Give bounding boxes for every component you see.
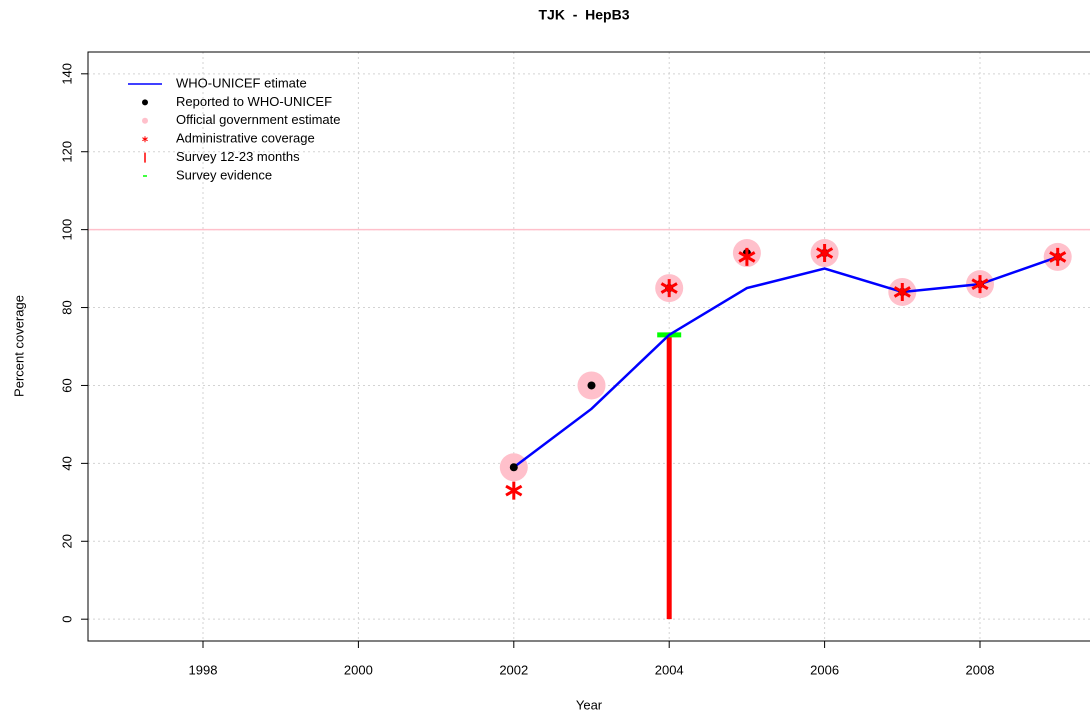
admin-star — [738, 247, 756, 266]
x-tick-label: 2008 — [966, 662, 995, 677]
legend-label: Administrative coverage — [176, 131, 315, 146]
estimate-line — [513, 255, 1059, 469]
reported-dot — [509, 463, 518, 472]
legend-label: WHO-UNICEF etimate — [176, 75, 307, 90]
x-axis-label: Year — [576, 697, 603, 712]
legend-symbol — [142, 136, 148, 143]
legend-label: Official government estimate — [176, 112, 341, 127]
reported-dot — [587, 381, 596, 390]
x-tick-label: 2002 — [499, 662, 528, 677]
x-tick-label: 2000 — [344, 662, 373, 677]
admin-star — [816, 244, 834, 263]
admin-star — [660, 279, 678, 298]
y-tick-label: 60 — [59, 378, 74, 392]
x-tick-label: 1998 — [189, 662, 218, 677]
plot-frame — [87, 51, 1090, 642]
plot-area — [499, 239, 1072, 620]
x-tick-label: 2004 — [655, 662, 684, 677]
y-axis-label: Percent coverage — [11, 295, 26, 397]
legend-label: Survey evidence — [176, 167, 272, 182]
legend-label: Reported to WHO-UNICEF — [176, 94, 332, 109]
chart-title: TJK - HepB3 — [538, 7, 629, 23]
legend-symbol — [142, 117, 148, 124]
legend-symbol — [142, 99, 148, 106]
admin-star — [971, 275, 989, 294]
y-tick-label: 100 — [59, 219, 74, 241]
admin-star — [1049, 247, 1067, 266]
legend-label: Survey 12-23 months — [176, 149, 300, 164]
admin-star — [505, 481, 523, 500]
y-tick-label: 40 — [59, 456, 74, 470]
y-tick-label: 20 — [59, 534, 74, 548]
y-tick-label: 0 — [59, 616, 74, 623]
y-tick-label: 120 — [59, 141, 74, 163]
y-tick-label: 140 — [59, 63, 74, 85]
x-tick-label: 2006 — [810, 662, 839, 677]
admin-star — [893, 282, 911, 301]
y-tick-label: 80 — [59, 300, 74, 314]
